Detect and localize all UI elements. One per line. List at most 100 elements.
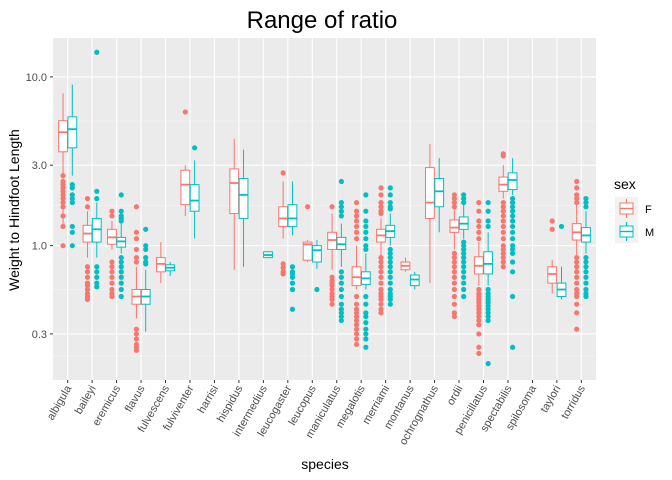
outlier-point <box>583 269 589 275</box>
outlier-point <box>500 264 506 270</box>
outlier-point <box>84 264 91 270</box>
outlier-point <box>387 280 393 286</box>
outlier-point <box>509 269 516 275</box>
outlier-point <box>329 204 335 210</box>
outlier-point <box>109 280 115 286</box>
outlier-point <box>378 269 384 275</box>
boxplot-M-intermedius <box>263 250 273 259</box>
outlier-point <box>338 178 344 185</box>
boxplot-F-eremicus <box>107 208 117 300</box>
outlier-point <box>378 199 384 206</box>
outlier-point <box>461 293 467 300</box>
outlier-point <box>509 223 516 230</box>
outlier-point <box>500 213 506 219</box>
x-tick-label: taylori <box>538 384 563 415</box>
outlier-point <box>500 246 506 253</box>
outlier-point <box>509 243 516 249</box>
outlier-point <box>118 218 124 224</box>
outlier-point <box>378 286 384 293</box>
outlier-point <box>509 293 516 300</box>
outlier-point <box>509 199 516 206</box>
outlier-point <box>387 274 393 280</box>
boxplot-M-montanus <box>409 271 420 290</box>
outlier-point <box>500 218 506 224</box>
outlier-point <box>363 223 369 230</box>
outlier-point <box>353 213 360 219</box>
boxplot-F-megalotis <box>351 199 362 348</box>
outlier-point <box>353 317 360 324</box>
outlier-point <box>329 296 335 303</box>
outlier-point <box>461 264 467 270</box>
boxplot-F-taylori <box>547 218 558 294</box>
outlier-point <box>583 280 589 286</box>
outlier-point <box>353 208 360 214</box>
outlier-point <box>574 196 580 202</box>
outlier-point <box>84 274 91 280</box>
outlier-point <box>558 223 565 230</box>
outlier-point <box>109 264 115 270</box>
outlier-point <box>583 274 589 280</box>
outlier-point <box>476 306 482 312</box>
outlier-point <box>387 185 393 191</box>
outlier-point <box>451 280 457 286</box>
outlier-point <box>509 259 516 265</box>
outlier-point <box>338 301 344 307</box>
gridlines <box>53 38 596 380</box>
outlier-point <box>118 208 124 214</box>
outlier-point <box>500 204 506 210</box>
outlier-point <box>476 344 482 350</box>
boxplot-M-maniculatus <box>336 178 347 324</box>
outlier-point <box>451 250 457 256</box>
boxplots <box>58 49 591 367</box>
outlier-point <box>387 192 393 198</box>
outlier-point <box>500 199 506 206</box>
boxplot-M-baileyi <box>91 49 102 290</box>
outlier-point <box>109 293 115 300</box>
outlier-point <box>574 310 580 316</box>
outlier-point <box>574 269 580 275</box>
outlier-point <box>353 229 360 235</box>
outlier-point <box>133 236 140 242</box>
outlier-point <box>338 286 344 293</box>
outlier-point <box>500 259 506 265</box>
outlier-point <box>353 310 360 316</box>
boxplot-F-montanus <box>400 257 411 272</box>
outlier-point <box>485 223 491 230</box>
outlier-point <box>509 208 516 214</box>
outlier-point <box>461 269 467 275</box>
outlier-point <box>378 264 384 270</box>
outlier-point <box>69 223 75 230</box>
outlier-point <box>94 188 100 194</box>
outlier-point <box>583 259 589 265</box>
outlier-point <box>476 317 482 324</box>
outlier-point <box>329 283 335 289</box>
outlier-point <box>60 192 66 198</box>
outlier-point <box>451 293 457 300</box>
outlier-point <box>143 254 149 261</box>
outlier-point <box>583 293 589 300</box>
box <box>180 169 191 206</box>
outlier-point <box>451 199 457 206</box>
outlier-point <box>387 296 393 303</box>
outlier-point <box>363 313 369 320</box>
outlier-point <box>574 199 580 206</box>
outlier-point <box>451 274 457 280</box>
outlier-point <box>387 286 393 293</box>
outlier-point <box>363 326 369 332</box>
outlier-point <box>485 310 491 316</box>
box <box>67 116 78 149</box>
outlier-point <box>353 322 360 328</box>
outlier-point <box>60 188 66 194</box>
outlier-point <box>192 145 198 151</box>
outlier-point <box>500 254 506 261</box>
outlier-point <box>329 301 335 307</box>
outlier-point <box>133 229 140 235</box>
box <box>189 184 200 212</box>
outlier-point <box>118 286 124 293</box>
outlier-point <box>60 223 66 230</box>
outlier-point <box>387 254 393 261</box>
outlier-point <box>476 322 482 328</box>
boxplot-M-flavus <box>140 226 151 332</box>
outlier-point <box>118 269 124 275</box>
